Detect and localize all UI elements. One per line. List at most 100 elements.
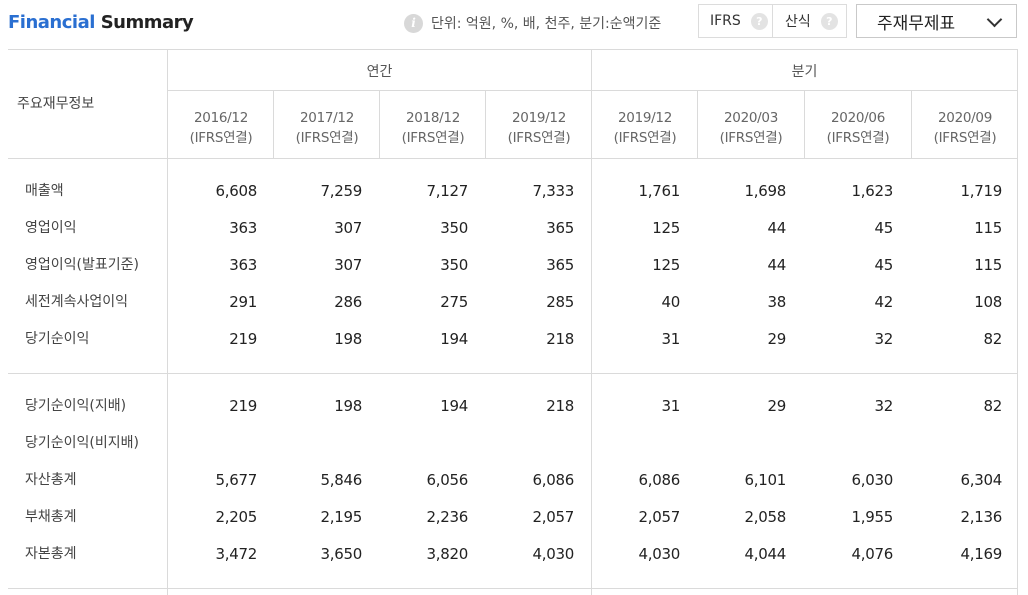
column-basis: (IFRS연결) bbox=[826, 130, 890, 146]
column-period: 2019/12 bbox=[512, 110, 566, 126]
header-bottom-border bbox=[8, 158, 1018, 159]
table-cell: 307 bbox=[334, 256, 362, 274]
table-cell: 4,030 bbox=[638, 545, 681, 563]
column-period: 2020/09 bbox=[938, 110, 992, 126]
table-cell: 5,677 bbox=[215, 471, 258, 489]
column-basis: (IFRS연결) bbox=[933, 130, 997, 146]
formula-toggle-label: 산식 bbox=[785, 14, 811, 30]
row-label[interactable]: 당기순이익(지배) bbox=[25, 398, 127, 414]
table-cell: 286 bbox=[334, 293, 362, 311]
table-row: 세전계속사업이익 291 286 275 285 40 38 42 108 bbox=[8, 284, 1018, 321]
table-cell: 365 bbox=[546, 256, 574, 274]
table-row: 자본총계 3,472 3,650 3,820 4,030 4,030 4,044 4,076 4… bbox=[8, 536, 1018, 573]
table-cell: 218 bbox=[546, 330, 574, 348]
table-cell: 38 bbox=[767, 293, 787, 311]
table-cell: 219 bbox=[229, 330, 257, 348]
column-period: 2020/06 bbox=[831, 110, 885, 126]
table-cell: 31 bbox=[661, 397, 681, 415]
table-cell: 42 bbox=[874, 293, 894, 311]
table-row: 당기순이익(지배) 219 198 194 218 31 29 32 82 bbox=[8, 388, 1018, 425]
row-label[interactable]: 자산총계 bbox=[25, 472, 77, 488]
table-cell: 45 bbox=[874, 219, 894, 237]
table-cell: 3,650 bbox=[320, 545, 363, 563]
row-label[interactable]: 영업이익(발표기준) bbox=[25, 257, 139, 273]
column-divider bbox=[697, 90, 698, 158]
table-row: 영업이익(발표기준) 363 307 350 365 125 44 45 115 bbox=[8, 247, 1018, 284]
table-row: 부채총계 2,205 2,195 2,236 2,057 2,057 2,058 1,955 2… bbox=[8, 499, 1018, 536]
table-cell: 32 bbox=[874, 330, 894, 348]
help-icon[interactable]: ? bbox=[820, 12, 838, 30]
chevron-down-icon bbox=[986, 11, 1003, 28]
table-cell: 4,076 bbox=[851, 545, 894, 563]
table-row: 당기순이익 219 198 194 218 31 29 32 82 bbox=[8, 321, 1018, 358]
table-cell: 363 bbox=[229, 219, 257, 237]
row-label[interactable]: 매출액 bbox=[25, 183, 64, 199]
column-period: 2016/12 bbox=[194, 110, 248, 126]
column-header: 2016/12 (IFRS연결) bbox=[168, 108, 274, 148]
row-label[interactable]: 당기순이익(비지배) bbox=[25, 435, 139, 451]
column-basis: (IFRS연결) bbox=[189, 130, 253, 146]
column-basis: (IFRS연결) bbox=[613, 130, 677, 146]
table-cell: 350 bbox=[440, 256, 468, 274]
unit-info: i 단위: 억원, %, 배, 천주, 분기:순액기준 bbox=[404, 12, 661, 34]
section-title: Financial Summary bbox=[8, 12, 194, 33]
help-icon[interactable]: ? bbox=[750, 12, 768, 30]
table-cell: 285 bbox=[546, 293, 574, 311]
corner-header: 주요재무정보 bbox=[17, 96, 95, 112]
table-cell: 1,623 bbox=[851, 182, 894, 200]
row-label[interactable]: 부채총계 bbox=[25, 509, 77, 525]
table-cell: 45 bbox=[874, 256, 894, 274]
column-divider bbox=[167, 49, 168, 595]
column-header: 2019/12 (IFRS연결) bbox=[592, 108, 698, 148]
column-divider bbox=[379, 90, 380, 158]
row-group-divider bbox=[8, 373, 1018, 374]
table-cell: 218 bbox=[546, 397, 574, 415]
table-cell: 1,698 bbox=[744, 182, 787, 200]
row-label[interactable]: 자본총계 bbox=[25, 546, 77, 562]
table-cell: 1,955 bbox=[851, 508, 894, 526]
row-label[interactable]: 세전계속사업이익 bbox=[25, 294, 129, 310]
table-cell: 4,044 bbox=[744, 545, 787, 563]
column-basis: (IFRS연결) bbox=[507, 130, 571, 146]
column-header: 2020/09 (IFRS연결) bbox=[912, 108, 1018, 148]
statement-type-value: 주재무제표 bbox=[877, 13, 956, 34]
column-divider bbox=[273, 90, 274, 158]
column-header: 2018/12 (IFRS연결) bbox=[380, 108, 486, 148]
table-cell: 307 bbox=[334, 219, 362, 237]
table-cell: 1,719 bbox=[960, 182, 1003, 200]
info-icon[interactable]: i bbox=[404, 13, 423, 33]
table-cell: 7,259 bbox=[320, 182, 363, 200]
table-cell: 2,057 bbox=[638, 508, 681, 526]
table-cell: 40 bbox=[661, 293, 681, 311]
column-divider bbox=[485, 90, 486, 158]
row-label[interactable]: 영업이익 bbox=[25, 220, 77, 236]
table-cell: 365 bbox=[546, 219, 574, 237]
table-cell: 275 bbox=[440, 293, 468, 311]
formula-toggle-button[interactable]: 산식 ? bbox=[772, 4, 847, 38]
table-cell: 350 bbox=[440, 219, 468, 237]
table-cell: 7,127 bbox=[426, 182, 469, 200]
table-cell: 29 bbox=[767, 397, 787, 415]
column-divider bbox=[591, 49, 592, 595]
table-cell: 115 bbox=[974, 219, 1002, 237]
table-cell: 2,195 bbox=[320, 508, 363, 526]
ifrs-toggle-button[interactable]: IFRS ? bbox=[698, 4, 773, 38]
header-group-divider bbox=[168, 90, 1018, 91]
row-label[interactable]: 당기순이익 bbox=[25, 331, 90, 347]
table-row: 당기순이익(비지배) bbox=[8, 425, 1018, 462]
table-cell: 6,086 bbox=[532, 471, 575, 489]
table-cell: 115 bbox=[974, 256, 1002, 274]
table-row: 영업이익 363 307 350 365 125 44 45 115 bbox=[8, 210, 1018, 247]
table-row: 자산총계 5,677 5,846 6,056 6,086 6,086 6,101 6,030 6… bbox=[8, 462, 1018, 499]
title-financial: Financial bbox=[8, 12, 95, 33]
table-cell: 82 bbox=[983, 397, 1003, 415]
column-basis: (IFRS연결) bbox=[719, 130, 783, 146]
table-cell: 125 bbox=[652, 219, 680, 237]
ifrs-toggle-label: IFRS bbox=[710, 13, 741, 29]
table-cell: 4,169 bbox=[960, 545, 1003, 563]
table-cell: 2,205 bbox=[215, 508, 258, 526]
column-divider bbox=[804, 90, 805, 158]
table-cell: 4,030 bbox=[532, 545, 575, 563]
statement-type-select[interactable]: 주재무제표 bbox=[856, 4, 1017, 38]
group-header-annual: 연간 bbox=[366, 64, 393, 80]
